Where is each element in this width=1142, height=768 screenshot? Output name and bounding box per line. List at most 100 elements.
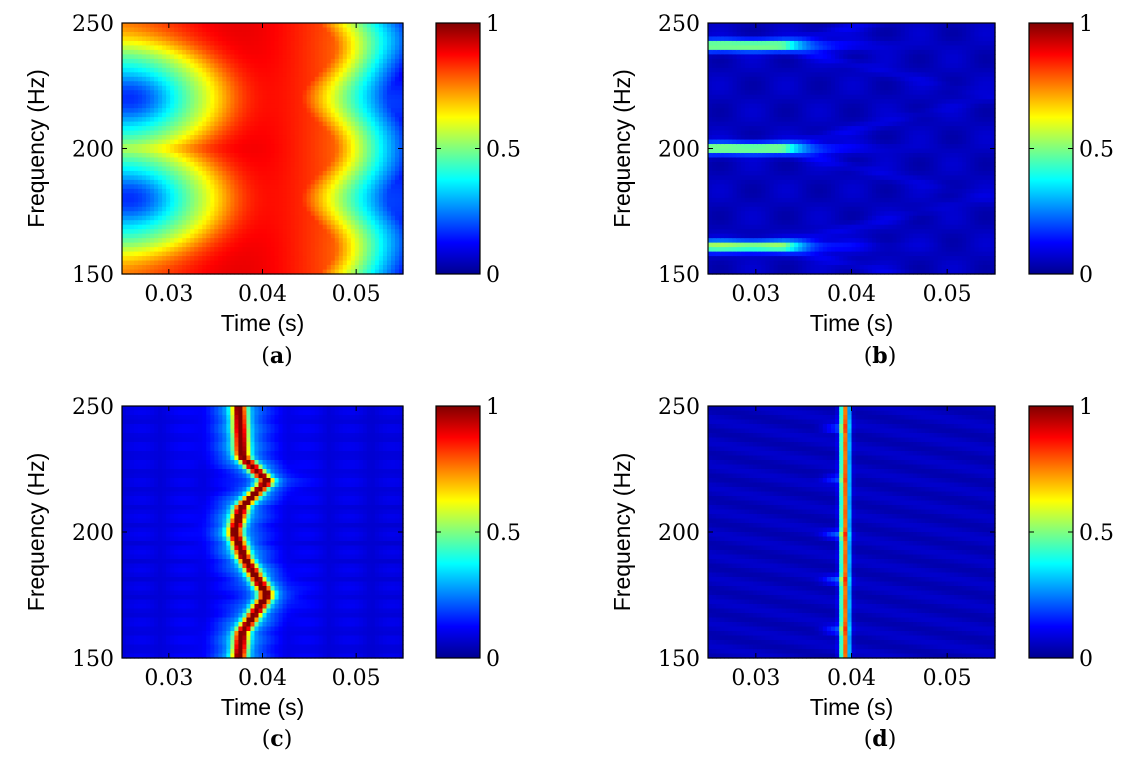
heatmap-cell xyxy=(230,23,235,29)
heatmap-cell xyxy=(162,202,167,208)
heatmap-cell xyxy=(258,175,264,181)
heatmap-cell xyxy=(386,229,392,235)
heatmap-cell xyxy=(270,233,276,239)
heatmap-cell xyxy=(358,206,364,212)
heatmap-cell xyxy=(732,220,738,226)
heatmap-cell xyxy=(198,27,203,33)
heatmap-cell xyxy=(342,242,348,248)
caption-letter: a xyxy=(270,343,284,369)
heatmap-cell xyxy=(218,260,223,266)
heatmap-cell xyxy=(728,36,734,42)
heatmap-cell xyxy=(378,175,384,181)
heatmap-cell xyxy=(765,99,771,105)
heatmap-cell xyxy=(238,157,244,163)
heatmap-cell xyxy=(394,58,400,64)
heatmap-cell xyxy=(346,72,352,78)
heatmap-cell xyxy=(358,269,364,275)
heatmap-cell xyxy=(724,23,730,29)
heatmap-cell xyxy=(226,85,231,91)
heatmap-cell xyxy=(753,130,758,136)
heatmap-cell xyxy=(178,121,183,127)
heatmap-cell xyxy=(258,108,264,114)
heatmap-cell xyxy=(258,202,264,208)
heatmap-cell xyxy=(182,202,187,208)
heatmap-cell xyxy=(370,126,376,132)
heatmap-cell xyxy=(298,139,304,145)
heatmap-cell xyxy=(170,31,175,38)
heatmap-cell xyxy=(150,148,155,154)
heatmap-cell xyxy=(122,27,127,33)
heatmap-cell xyxy=(250,148,256,154)
heatmap-cell xyxy=(154,144,159,150)
heatmap-cell xyxy=(749,269,754,275)
heatmap-cell xyxy=(254,197,260,203)
heatmap-cell xyxy=(712,94,717,100)
heatmap-cell xyxy=(210,121,215,127)
heatmap-cell xyxy=(194,144,199,150)
heatmap-cell xyxy=(254,161,260,168)
heatmap-cell xyxy=(740,40,746,47)
heatmap-cell xyxy=(716,166,721,172)
heatmap-cell xyxy=(394,166,400,172)
heatmap-cell xyxy=(194,193,199,199)
heatmap-cell xyxy=(130,170,135,176)
heatmap-cell xyxy=(298,224,304,230)
heatmap-cell xyxy=(322,54,328,60)
heatmap-cell xyxy=(246,157,252,163)
heatmap-cell xyxy=(270,117,276,123)
heatmap-cell xyxy=(740,184,746,190)
heatmap-cell xyxy=(310,161,316,168)
heatmap-cell xyxy=(142,103,147,109)
heatmap-cell xyxy=(134,99,139,105)
heatmap-cell xyxy=(250,224,256,230)
heatmap-cell xyxy=(386,99,392,105)
heatmap-cell xyxy=(282,85,288,91)
heatmap-cell xyxy=(386,112,392,118)
heatmap-cell xyxy=(298,260,304,266)
heatmap-cell xyxy=(761,260,766,266)
heatmap-cell xyxy=(366,220,372,226)
heatmap-cell xyxy=(314,148,320,154)
heatmap-cell xyxy=(138,139,143,145)
heatmap-cell xyxy=(781,31,787,38)
heatmap-cell xyxy=(218,139,223,145)
heatmap-cell xyxy=(158,36,163,42)
heatmap-cell xyxy=(158,166,163,172)
heatmap-cell xyxy=(242,175,248,181)
heatmap-cell xyxy=(390,224,396,230)
heatmap-cell xyxy=(294,179,300,185)
heatmap-cell xyxy=(238,31,244,38)
heatmap-cell xyxy=(218,233,223,239)
heatmap-cell xyxy=(162,76,167,82)
heatmap-cell xyxy=(744,67,750,73)
heatmap-cell xyxy=(728,31,734,38)
heatmap-cell xyxy=(366,58,372,64)
heatmap-cell xyxy=(744,130,750,136)
heatmap-cell xyxy=(322,202,328,208)
heatmap-cell xyxy=(206,256,211,262)
heatmap-cell xyxy=(740,58,746,64)
heatmap-cell xyxy=(728,224,734,230)
heatmap-cell xyxy=(130,144,135,150)
heatmap-cell xyxy=(330,85,336,91)
heatmap-cell xyxy=(716,215,721,221)
heatmap-cell xyxy=(182,233,187,239)
heatmap-cell xyxy=(282,58,288,64)
heatmap-cell xyxy=(769,58,775,64)
heatmap-cell xyxy=(126,148,131,154)
heatmap-cell xyxy=(346,31,352,38)
heatmap-cell xyxy=(162,108,167,114)
heatmap-cell xyxy=(234,81,240,87)
heatmap-cell xyxy=(765,260,771,266)
heatmap-cell xyxy=(186,94,191,100)
heatmap-cell xyxy=(126,229,131,235)
heatmap-cell xyxy=(757,269,762,275)
heatmap-cell xyxy=(712,144,717,150)
heatmap-cell xyxy=(366,211,372,217)
heatmap-cell xyxy=(370,269,376,275)
heatmap-cell xyxy=(366,161,372,168)
heatmap-cell xyxy=(346,215,352,221)
heatmap-cell xyxy=(170,202,175,208)
heatmap-cell xyxy=(254,85,260,91)
heatmap-cell xyxy=(753,27,758,33)
